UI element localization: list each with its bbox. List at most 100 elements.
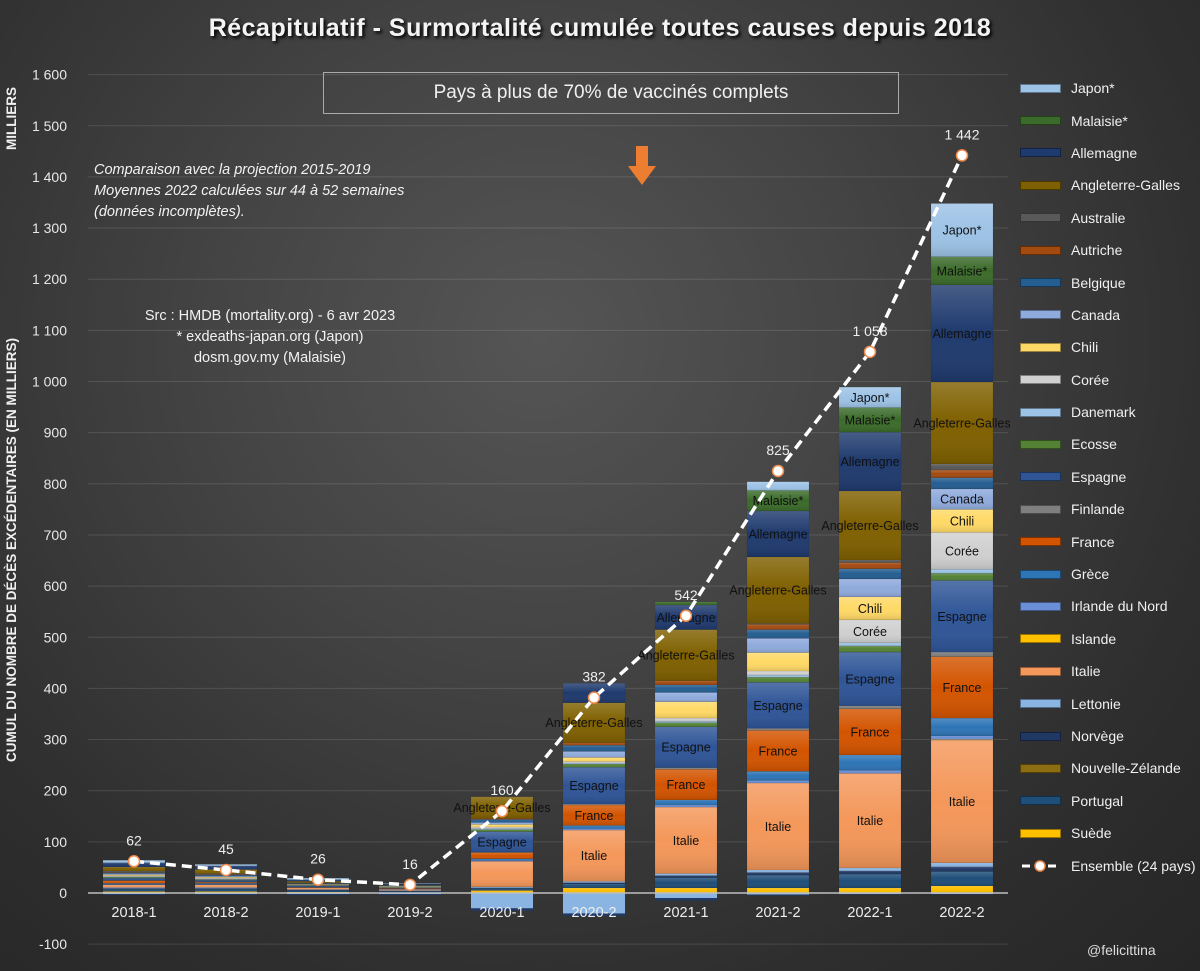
legend-item: Islande	[1020, 623, 1200, 655]
bar-segment-shine	[195, 879, 257, 880]
x-tick-label: 2020-2	[571, 905, 616, 921]
bar-segment-shine	[471, 852, 533, 859]
total-point	[219, 863, 233, 877]
legend-swatch	[1020, 116, 1061, 126]
bar-segment-shine	[839, 387, 901, 408]
bar-segment-shine	[103, 874, 165, 876]
x-tick-label: 2018-1	[111, 905, 156, 921]
bar-segment-shine	[103, 884, 165, 888]
segment-label: Espagne	[845, 672, 894, 686]
bar-segment-shine	[103, 887, 165, 889]
legend-label: Portugal	[1071, 792, 1124, 809]
y-tick-label: 300	[44, 732, 68, 748]
bar-segment-shine	[839, 652, 901, 706]
bar-segment-shine	[563, 751, 625, 758]
total-data-label: 1 442	[944, 126, 979, 142]
segment-label: Allemagne	[840, 455, 899, 469]
bar-segment-shine	[839, 773, 901, 868]
total-data-label: 1 058	[852, 323, 887, 339]
legend-item: Italie	[1020, 655, 1200, 687]
segment-label: Italie	[765, 820, 791, 834]
bar-segment-shine	[471, 819, 533, 823]
bar-segment-shine	[655, 721, 717, 723]
segment-label: Espagne	[753, 699, 802, 713]
legend-label: Suède	[1071, 825, 1112, 842]
bar-segment-shine	[931, 477, 993, 489]
bar-segment-shine	[563, 763, 625, 765]
bar-segment-negative	[839, 894, 901, 895]
bar-segment-shine	[931, 382, 993, 464]
bar-segment-negative	[747, 894, 809, 896]
bar-segment-shine	[471, 822, 533, 825]
bar-segment-shine	[747, 682, 809, 729]
bar-2021-1	[654, 601, 718, 901]
legend-label: Danemark	[1071, 404, 1136, 421]
segment-label: Espagne	[661, 741, 710, 755]
y-axis-unit-label: MILLIERS	[4, 84, 24, 154]
bar-segment-shine	[103, 883, 165, 885]
legend-swatch	[1020, 666, 1061, 676]
legend-item: Chili	[1020, 331, 1200, 363]
bar-segment-shine	[195, 884, 257, 888]
bar-segment-shine	[839, 596, 901, 620]
total-point	[587, 691, 601, 704]
bar-segment-shine	[839, 562, 901, 569]
bar-segment-shine	[563, 882, 625, 884]
bar-segment-shine	[747, 510, 809, 557]
bar-segment-shine	[471, 858, 533, 861]
bar-segment-shine	[931, 256, 993, 285]
bar-segment-negative	[103, 894, 165, 896]
author-credit: @felicittina	[1087, 942, 1156, 958]
legend-swatch	[1020, 180, 1061, 190]
legend-item: Canada	[1020, 299, 1200, 331]
bar-segment-negative	[471, 908, 533, 911]
bar-segment-shine	[839, 867, 901, 872]
legend-label: Finlande	[1071, 501, 1125, 518]
bar-segment-shine	[747, 771, 809, 781]
bar-segment-shine	[839, 871, 901, 875]
bar-segment-shine	[195, 884, 257, 885]
bar-segment-shine	[103, 891, 165, 893]
segment-label: Japon*	[943, 224, 982, 238]
bar-segment-shine	[287, 885, 349, 887]
legend-swatch	[1020, 634, 1061, 644]
bar-segment-shine	[931, 652, 993, 657]
bar-segment-shine	[747, 556, 809, 624]
legend-item: France	[1020, 525, 1200, 557]
legend-item: Finlande	[1020, 493, 1200, 525]
y-tick-label: 0	[59, 885, 67, 901]
legend-item: Autriche	[1020, 234, 1200, 266]
bar-segment-shine	[747, 481, 809, 491]
bar-segment-shine	[655, 680, 717, 685]
legend-item: Belgique	[1020, 266, 1200, 298]
bar-segment-shine	[287, 887, 349, 890]
legend-item: Danemark	[1020, 396, 1200, 428]
segment-label: Angleterre-Galles	[637, 649, 734, 663]
bar-segment-shine	[931, 656, 993, 719]
bar-segment-shine	[563, 825, 625, 829]
bar-segment-shine	[471, 827, 533, 829]
x-tick-label: 2021-2	[755, 905, 800, 921]
legend-item: Corée	[1020, 364, 1200, 396]
segment-label: Chili	[950, 514, 974, 528]
bar-segment-shine	[747, 887, 809, 893]
legend-swatch	[1020, 699, 1061, 709]
vaccine-threshold-box: Pays à plus de 70% de vaccinés complets	[323, 72, 899, 114]
bar-segment-shine	[195, 891, 257, 893]
bar-segment-shine	[747, 875, 809, 888]
legend-label: Nouvelle-Zélande	[1071, 760, 1181, 777]
legend-swatch	[1020, 375, 1061, 385]
legend-line-marker-icon	[1020, 859, 1061, 873]
bar-segment-shine	[655, 601, 717, 606]
bar-segment-shine	[655, 799, 717, 806]
bar-segment-shine	[839, 645, 901, 653]
legend-swatch	[1020, 537, 1061, 547]
legend-swatch	[1020, 796, 1061, 806]
segment-label: Espagne	[937, 610, 986, 624]
bar-segment-shine	[839, 407, 901, 433]
bar-segment-shine	[931, 573, 993, 581]
bar-segment-shine	[471, 860, 533, 862]
bar-segment-shine	[747, 638, 809, 653]
legend-swatch	[1020, 731, 1061, 741]
